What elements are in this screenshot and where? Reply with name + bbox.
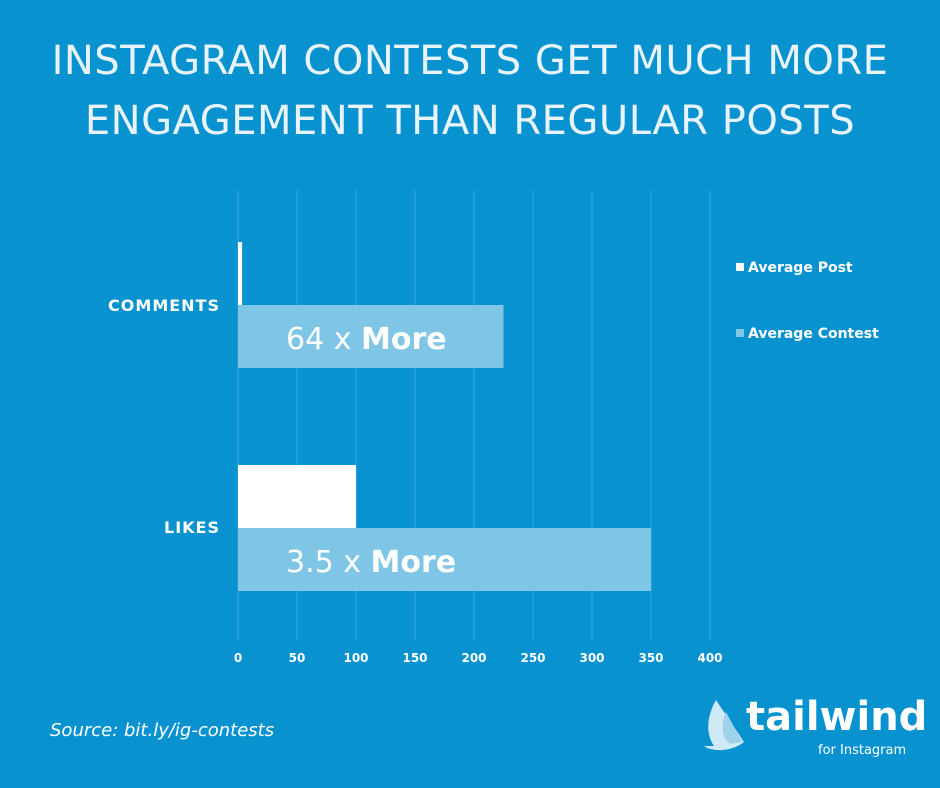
x-tick-label: 150 [402, 651, 427, 665]
legend-label: Average Contest [748, 326, 879, 342]
x-tick-label: 300 [579, 651, 604, 665]
x-tick-label: 100 [343, 651, 368, 665]
bar-data-label: 3.5 x More [286, 545, 456, 580]
x-tick-label: 250 [520, 651, 545, 665]
title-line-2: ENGAGEMENT THAN REGULAR POSTS [84, 98, 856, 144]
bar-likes-average-post [238, 465, 356, 528]
logo-wordmark: tailwind [746, 694, 928, 740]
bar-comments-average-contest [238, 305, 504, 368]
x-tick-label: 350 [638, 651, 663, 665]
category-label-comments: COMMENTS [108, 296, 220, 315]
bar-likes-average-contest [238, 528, 651, 591]
x-tick-label: 0 [234, 651, 242, 665]
legend-label: Average Post [748, 260, 853, 276]
sailboat-icon [704, 700, 744, 751]
legend-item-average-post: Average Post [736, 260, 853, 276]
legend-swatch-icon [736, 263, 744, 271]
tailwind-logo: tailwind for Instagram [702, 694, 927, 758]
legend-swatch-icon [736, 329, 744, 337]
bar-chart: 0 50 100 150 200 250 300 350 400 64 x More 3.5 x M… [234, 190, 723, 665]
x-tick-label: 50 [289, 651, 306, 665]
title-line-1: INSTAGRAM CONTESTS GET MUCH MORE [51, 38, 889, 84]
x-tick-label: 200 [461, 651, 486, 665]
category-label-likes: LIKES [164, 518, 220, 537]
bar-data-label: 64 x More [286, 322, 447, 357]
source-text: Source: bit.ly/ig-contests [50, 720, 275, 741]
legend-item-average-contest: Average Contest [736, 326, 879, 342]
bar-comments-average-post [238, 242, 243, 305]
x-tick-label: 400 [697, 651, 722, 665]
logo-subtitle: for Instagram [818, 743, 907, 758]
